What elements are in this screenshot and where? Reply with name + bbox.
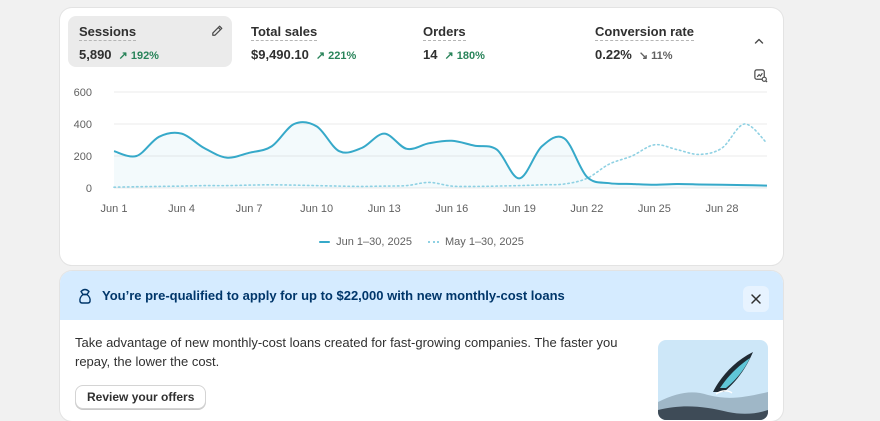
money-icon [76, 287, 94, 305]
legend-label: May 1–30, 2025 [445, 236, 524, 248]
review-offers-button[interactable]: Review your offers [75, 385, 206, 409]
dismiss-button[interactable] [743, 286, 769, 312]
analytics-card: Sessions 5,890 ↗ 192% Total sales $9,490… [60, 8, 783, 265]
x-tick-label: Jun 4 [168, 203, 195, 215]
legend-swatch-dotted [428, 241, 439, 243]
x-tick-label: Jun 22 [570, 203, 603, 215]
x-tick-label: Jun 16 [435, 203, 468, 215]
x-tick-label: Jun 28 [705, 203, 738, 215]
chart-legend: Jun 1–30, 2025 May 1–30, 2025 [60, 236, 783, 248]
x-tick-label: Jun 25 [638, 203, 671, 215]
loan-banner: You’re pre-qualified to apply for up to … [60, 271, 783, 320]
y-tick-label: 400 [74, 119, 92, 131]
x-tick-label: Jun 7 [236, 203, 263, 215]
x-tick-label: Jun 10 [300, 203, 333, 215]
x-tick-label: Jun 13 [368, 203, 401, 215]
y-tick-label: 0 [86, 183, 92, 195]
loan-banner-title: You’re pre-qualified to apply for up to … [102, 288, 565, 303]
legend-label: Jun 1–30, 2025 [336, 236, 412, 248]
close-icon [750, 293, 762, 305]
y-tick-label: 600 [74, 87, 92, 99]
legend-item-current[interactable]: Jun 1–30, 2025 [319, 236, 412, 248]
legend-swatch-solid [319, 241, 330, 243]
chart-y-axis: 600 400 200 0 [74, 87, 92, 195]
x-tick-label: Jun 1 [101, 203, 128, 215]
current-series-area [114, 122, 767, 188]
y-tick-label: 200 [74, 151, 92, 163]
loan-description: Take advantage of new monthly-cost loans… [75, 333, 620, 371]
chart-x-axis: Jun 1 Jun 4 Jun 7 Jun 10 Jun 13 Jun 16 Jun 19 J… [101, 203, 739, 215]
loan-illustration [658, 340, 768, 420]
legend-item-previous[interactable]: May 1–30, 2025 [428, 236, 524, 248]
loan-offer-card: You’re pre-qualified to apply for up to … [60, 271, 783, 421]
x-tick-label: Jun 19 [503, 203, 536, 215]
